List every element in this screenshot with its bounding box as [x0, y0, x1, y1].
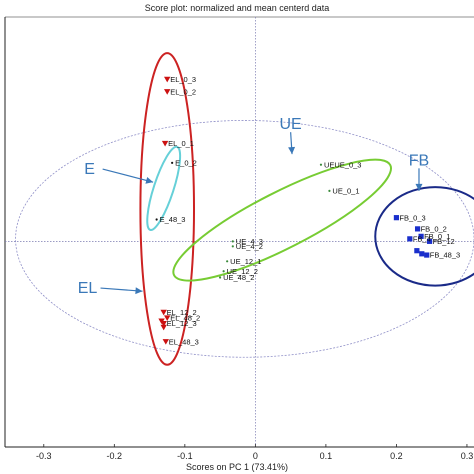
point-label: FB_0_2 — [421, 224, 447, 233]
reference-lines — [5, 17, 474, 447]
x-tick-label: 0.1 — [320, 451, 333, 461]
point-label: UE_0_1 — [332, 186, 359, 195]
point-fb — [414, 248, 420, 254]
point-label: UE_48_2 — [223, 273, 254, 282]
ellipse-ue — [172, 158, 392, 282]
point-el — [164, 76, 171, 83]
point-e — [155, 218, 158, 221]
annotations-layer: UE FB E EL — [78, 116, 429, 297]
point-ue — [231, 240, 234, 243]
point-el — [158, 318, 165, 325]
point-fb — [393, 215, 400, 221]
point-label: EL_0_1 — [168, 139, 194, 148]
arrowhead-el — [135, 287, 143, 295]
point-ue — [231, 245, 234, 248]
point-labels-layer: EL_0_3 EL_0_2 EL_0_1 EL_12_2EL_48_2EL_12_3 E… — [160, 75, 461, 346]
point-label: FB_0_1 — [424, 232, 450, 241]
arrowhead-fb — [415, 183, 423, 191]
x-tick-label: -0.3 — [36, 451, 52, 461]
point-label: UE_12_2 — [227, 267, 258, 276]
x-tick-label: 0 — [253, 451, 258, 461]
point-label: EL_48_2 — [170, 314, 200, 323]
point-el — [160, 324, 167, 331]
arrow-e — [102, 168, 154, 183]
ellipse-e — [146, 145, 182, 231]
point-label: FB_4 — [413, 234, 431, 243]
point-label: FB_48_3 — [430, 251, 460, 260]
point-el — [162, 339, 169, 345]
x-tick-label: -0.1 — [177, 451, 193, 461]
point-el — [164, 315, 171, 321]
point-label: EL_48_3 — [169, 337, 199, 346]
arrow-el — [100, 287, 143, 292]
point-ue — [226, 260, 229, 263]
points-layer — [155, 76, 433, 345]
point-label: UE_12_1 — [230, 257, 261, 266]
point-el — [160, 309, 167, 316]
chart-title: Score plot: normalized and mean centerd … — [145, 3, 330, 13]
point-el — [164, 89, 171, 95]
point-ue — [222, 270, 225, 273]
point-label: EL_0_2 — [170, 87, 196, 96]
point-ue — [319, 163, 323, 166]
point-label: EL_12_3 — [167, 319, 197, 328]
ellipse-fb — [374, 186, 474, 287]
point-fb — [426, 238, 433, 244]
group-label-fb: FB — [409, 152, 429, 169]
point-label: UEUE_0_3 — [324, 160, 362, 169]
point-fb — [414, 226, 421, 232]
ellipses-layer — [15, 52, 474, 366]
group-label-e: E — [84, 161, 95, 178]
x-axis-ticks: -0.3 -0.2 -0.1 0 0.1 0.2 0.3 — [36, 444, 473, 461]
point-el — [161, 140, 169, 147]
plot-frame — [4, 16, 474, 448]
point-label: FB_12 — [433, 237, 455, 246]
arrowhead-e — [145, 176, 154, 184]
x-tick-label: -0.2 — [107, 451, 123, 461]
point-fb — [424, 252, 430, 258]
point-label: FB_0_3 — [399, 213, 425, 222]
point-label: EL_12_2 — [167, 308, 197, 317]
point-ue — [219, 276, 222, 279]
point-ue — [328, 189, 331, 192]
ellipse-el — [139, 52, 196, 366]
point-fb — [418, 233, 424, 239]
point-label: E_0_2 — [175, 158, 197, 167]
point-e — [171, 161, 174, 164]
x-axis-label: Scores on PC 1 (73.41%) — [186, 462, 288, 472]
point-fb — [407, 236, 413, 242]
group-label-el: EL — [78, 280, 98, 297]
x-tick-label: 0.3 — [461, 451, 474, 461]
group-label-ue: UE — [280, 116, 302, 133]
arrowhead-ue — [288, 146, 296, 155]
point-label: EL_0_3 — [170, 75, 196, 84]
x-tick-label: 0.2 — [390, 451, 403, 461]
point-label: UE_4_3 — [236, 237, 263, 246]
point-fb — [419, 251, 425, 257]
point-label: UE_4_2 — [236, 242, 263, 251]
point-label: E_48_3 — [160, 215, 186, 224]
